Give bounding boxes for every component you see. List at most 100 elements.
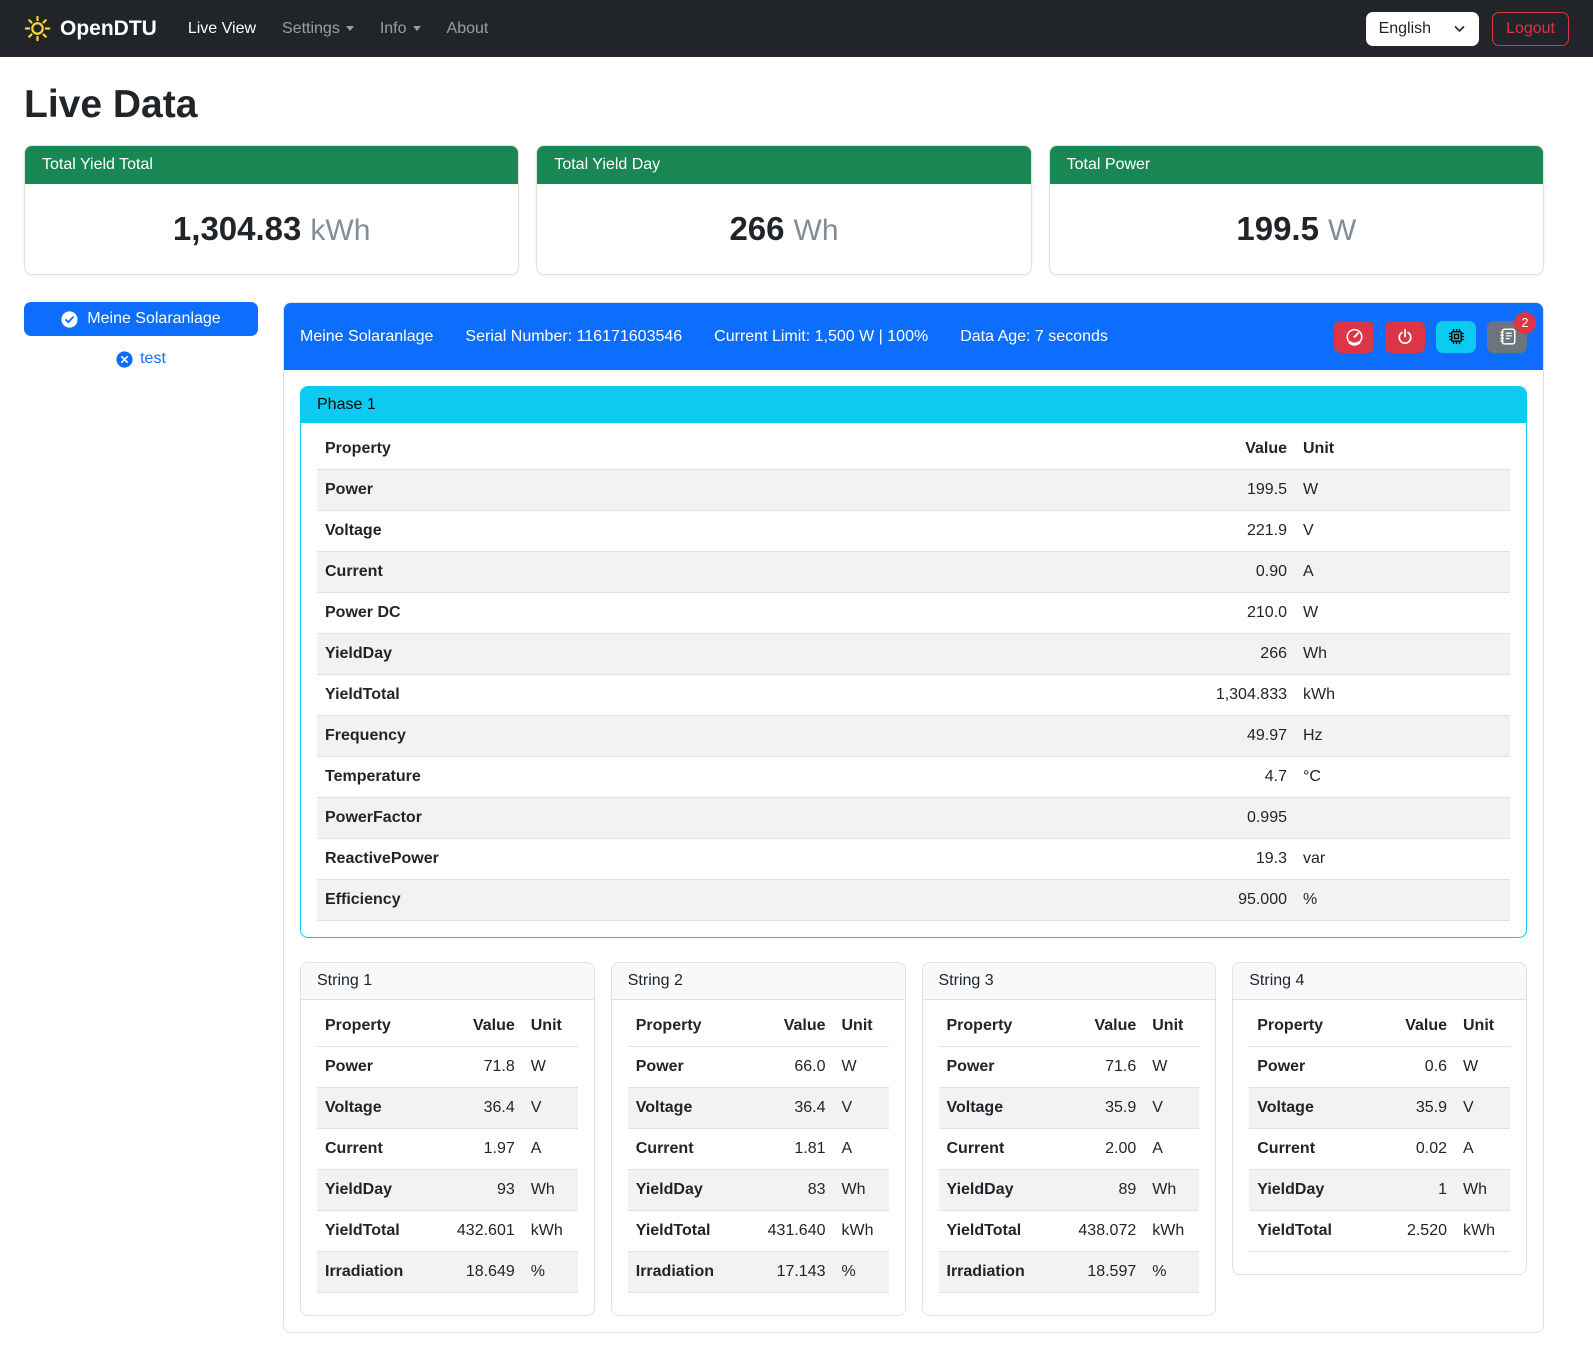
value-cell: 4.7: [1165, 756, 1295, 798]
brand-label: OpenDTU: [60, 16, 157, 40]
unit-cell: A: [833, 1128, 889, 1170]
property-cell: Irradiation: [938, 1251, 1050, 1293]
value-cell: 35.9: [1049, 1087, 1145, 1129]
string-4-card: String 4 Property Value Unit: [1232, 962, 1527, 1275]
nav-item-settings[interactable]: Settings: [269, 12, 367, 46]
device-info-button[interactable]: [1436, 320, 1476, 353]
event-log-button[interactable]: 2: [1487, 311, 1536, 353]
unit-cell: A: [1144, 1128, 1200, 1170]
table-row: Voltage 221.9 V: [317, 510, 1510, 552]
inverter-data-age: Data Age: 7 seconds: [960, 327, 1108, 345]
total-yield-total-card: Total Yield Total 1,304.83 kWh: [24, 145, 520, 275]
value-cell: 266: [1165, 633, 1295, 675]
value-cell: 221.9: [1165, 510, 1295, 552]
nav-item-info[interactable]: Info: [367, 12, 434, 46]
table-row: Irradiation 18.649%: [317, 1251, 578, 1293]
column-unit: Unit: [1455, 1006, 1510, 1047]
card-body: 1,304.83 kWh: [25, 184, 518, 274]
property-cell: Voltage: [1249, 1087, 1360, 1129]
unit-cell: Wh: [1295, 633, 1510, 675]
column-unit: Unit: [1144, 1006, 1200, 1047]
nav-item-about[interactable]: About: [434, 12, 502, 46]
table-row: YieldDay 93 Wh: [317, 1169, 578, 1211]
value-cell: 432.601: [427, 1210, 523, 1252]
value-cell: 0.995: [1165, 797, 1295, 839]
page-container: Live Data Total Yield Total 1,304.83 kWh …: [0, 57, 1593, 1363]
property-cell: Voltage: [317, 510, 1165, 552]
unit-cell: %: [1295, 879, 1510, 921]
property-cell: YieldDay: [317, 633, 1165, 675]
nav-item-label: Live View: [187, 19, 257, 37]
nav-item-live-view[interactable]: Live View: [175, 12, 269, 46]
string-1-table: Property Value Unit Power 71.8 W Voltage 36.…: [317, 1006, 578, 1293]
table-row: Efficiency 95.000%: [317, 879, 1510, 921]
value-cell: 0.02: [1360, 1128, 1455, 1170]
property-cell: YieldTotal: [938, 1210, 1050, 1252]
property-cell: Current: [938, 1128, 1050, 1170]
inverter-item-label: test: [140, 350, 166, 367]
unit-cell: kWh: [833, 1210, 889, 1252]
unit-cell: W: [522, 1046, 578, 1088]
navbar: OpenDTU Live View Settings Info About En…: [0, 0, 1593, 57]
string-2-header: String 2: [611, 963, 905, 1000]
table-row: Power 0.6 W: [1249, 1046, 1510, 1088]
check-circle-icon: [61, 310, 78, 328]
unit-cell: %: [833, 1251, 889, 1293]
total-yield-total-unit: kWh: [310, 214, 371, 247]
inverter-select-button[interactable]: Meine Solaranlage: [24, 302, 258, 336]
property-cell: Power: [317, 469, 1165, 511]
total-yield-day-card: Total Yield Day 266 Wh: [536, 145, 1032, 275]
unit-cell: kWh: [1144, 1210, 1200, 1252]
property-cell: Current: [627, 1128, 739, 1170]
property-cell: Power: [627, 1046, 739, 1088]
column-property: Property: [317, 1006, 428, 1047]
x-circle-icon: [116, 350, 133, 368]
sun-icon: [24, 15, 51, 42]
unit-cell: Wh: [833, 1169, 889, 1211]
column-value: Value: [738, 1006, 834, 1047]
table-row: Current 1.81 A: [627, 1128, 889, 1170]
value-cell: 35.9: [1360, 1087, 1455, 1129]
power-button[interactable]: [1385, 320, 1425, 353]
table-row: Power 71.6 W: [938, 1046, 1200, 1088]
navbar-right: English Logout: [1365, 11, 1569, 46]
language-select[interactable]: English: [1365, 11, 1480, 46]
inverter-item-test[interactable]: test: [24, 350, 258, 368]
inverter-actions: 2: [1334, 311, 1536, 353]
table-row: YieldDay 266 Wh: [317, 633, 1510, 675]
string-4-table: Property Value Unit Power 0.6 W Voltage 35.9…: [1249, 1006, 1510, 1252]
value-cell: 1.97: [427, 1128, 523, 1170]
string-3-card: String 3 Property Value Unit: [921, 962, 1217, 1316]
card-body: 199.5 W: [1050, 184, 1543, 274]
property-cell: PowerFactor: [317, 797, 1165, 839]
table-row: YieldTotal 1,304.833 kWh: [317, 674, 1510, 716]
column-value: Value: [1049, 1006, 1145, 1047]
table-row: Current 2.00 A: [938, 1128, 1200, 1170]
phase-1-header: Phase 1: [301, 387, 1526, 423]
unit-cell: W: [1455, 1046, 1510, 1088]
phase-1-table: Property Value Unit Power 199.5 W Voltage 22…: [317, 429, 1510, 921]
value-cell: 199.5: [1165, 469, 1295, 511]
column-unit: Unit: [522, 1006, 578, 1047]
unit-cell: A: [1295, 551, 1510, 593]
brand[interactable]: OpenDTU: [24, 15, 157, 42]
cpu-icon: [1448, 328, 1464, 345]
value-cell: 66.0: [738, 1046, 834, 1088]
table-row: Power 71.8 W: [317, 1046, 578, 1088]
value-cell: 89: [1049, 1169, 1145, 1211]
table-row: Current 1.97 A: [317, 1128, 578, 1170]
property-cell: YieldTotal: [1249, 1210, 1360, 1252]
string-4-header: String 4: [1233, 963, 1526, 1000]
table-row: ReactivePower 19.3 var: [317, 838, 1510, 880]
value-cell: 2.00: [1049, 1128, 1145, 1170]
property-cell: Frequency: [317, 715, 1165, 757]
speedometer-icon: [1345, 328, 1363, 346]
table-row: Irradiation 17.143%: [627, 1251, 889, 1293]
logout-button[interactable]: Logout: [1492, 11, 1569, 46]
unit-cell: Wh: [1455, 1169, 1510, 1211]
table-header-row: Property Value Unit: [317, 429, 1510, 470]
card-header: Total Yield Day: [537, 146, 1031, 184]
table-row: Temperature 4.7 °C: [317, 756, 1510, 798]
value-cell: 17.143: [738, 1251, 834, 1293]
limit-settings-button[interactable]: [1334, 320, 1374, 353]
